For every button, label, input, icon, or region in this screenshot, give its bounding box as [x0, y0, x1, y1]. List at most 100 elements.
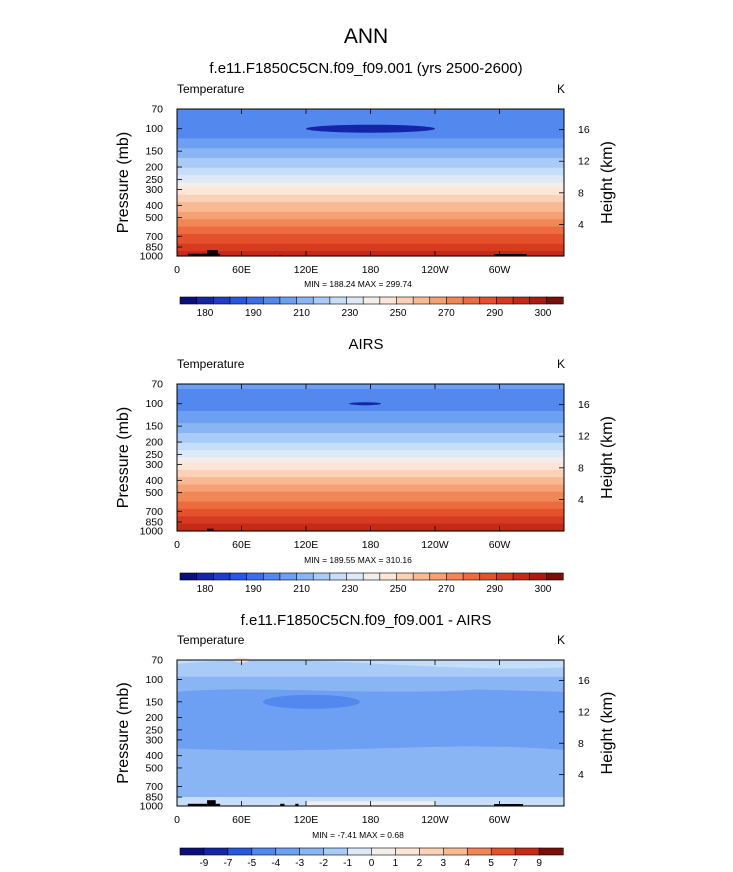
contour-band	[177, 135, 564, 139]
contour-band	[177, 226, 564, 230]
colorbar: 180 190 210 230 250 270 290 300	[179, 296, 564, 319]
contour-band	[177, 202, 564, 206]
y-axis-title: Pressure (mb)	[115, 682, 132, 783]
contour-band	[177, 236, 564, 240]
units-label: K	[557, 82, 565, 96]
contour-band	[177, 467, 564, 471]
y-tick-label: 100	[145, 674, 163, 686]
contour-band	[177, 518, 564, 522]
contour-band	[177, 113, 564, 117]
units-label: K	[557, 357, 565, 371]
contour-band	[177, 499, 564, 503]
contour-band	[177, 445, 564, 449]
right-tick-label: 16	[578, 124, 590, 136]
colorbar-swatch	[446, 572, 464, 581]
y-tick-label: 1000	[140, 801, 164, 813]
contour-band	[177, 224, 564, 228]
colorbar-label: 5	[488, 858, 494, 869]
contour-band	[177, 408, 564, 412]
contour-band	[177, 246, 564, 250]
y-tick-label: 150	[145, 146, 163, 158]
contour-band	[177, 160, 564, 164]
contour-band	[177, 209, 564, 213]
figure-title: ANN	[344, 25, 388, 48]
colorbar-swatch	[362, 296, 381, 305]
colorbar-label: -3	[295, 858, 304, 869]
contour-band	[177, 440, 564, 444]
cold-anomaly	[263, 694, 360, 709]
y-tick-label: 150	[145, 696, 163, 708]
colorbar-swatch	[275, 847, 301, 856]
contour-band	[177, 447, 564, 451]
y-tick-label: 400	[145, 475, 163, 487]
contour-band	[177, 177, 564, 181]
right-tick-label: 12	[578, 156, 590, 168]
colorbar-label: 290	[486, 308, 503, 319]
y-tick-label: 250	[145, 449, 163, 461]
colorbar-swatch	[479, 296, 497, 305]
x-tick-label: 120E	[294, 539, 319, 551]
colorbar-swatch	[329, 296, 348, 305]
contour-band	[177, 420, 564, 424]
colorbar-swatch	[466, 847, 492, 856]
y-tick-label: 200	[145, 162, 163, 174]
cold-core-contour	[349, 402, 382, 406]
x-tick-label: 60E	[232, 539, 251, 551]
x-tick-label: 120W	[421, 539, 449, 551]
right-tick-label: 4	[578, 769, 584, 781]
colorbar-label: 4	[465, 858, 471, 869]
contour-band	[177, 486, 564, 490]
topography	[295, 803, 299, 806]
cold-core-contour	[306, 124, 435, 133]
colorbar-swatch	[246, 572, 264, 581]
colorbar-label: 230	[342, 308, 359, 319]
colorbar-swatch	[196, 572, 214, 581]
topography	[187, 803, 221, 806]
contour-band	[177, 437, 564, 441]
contour-band	[177, 145, 564, 149]
contour-band	[177, 504, 564, 508]
contour-band	[177, 489, 564, 493]
colorbar-label: 270	[438, 584, 455, 595]
panel-title: f.e11.F1850C5CN.f09_f09.001 - AIRS	[241, 612, 492, 629]
y-tick-label: 850	[145, 792, 163, 804]
x-tick-label: 0	[174, 539, 180, 551]
colorbar-label: 300	[535, 584, 552, 595]
x-tick-label: 60E	[232, 814, 251, 826]
colorbar-swatch	[479, 572, 497, 581]
x-tick-label: 60W	[489, 814, 511, 826]
panel-title: f.e11.F1850C5CN.f09_f09.001 (yrs 2500-26…	[209, 60, 522, 77]
contour-band	[177, 140, 564, 144]
right-tick-label: 12	[578, 431, 590, 443]
y-tick-label: 700	[145, 781, 163, 793]
colorbar-label: 9	[536, 858, 542, 869]
y-tick-label: 700	[145, 506, 163, 518]
variable-label: Temperature	[177, 82, 245, 96]
contour-band	[177, 455, 564, 459]
y-tick-label: 250	[145, 724, 163, 736]
contour-band	[177, 182, 564, 186]
right-tick-label: 16	[578, 675, 590, 687]
x-tick-label: 0	[174, 264, 180, 276]
contour-band	[177, 477, 564, 481]
colorbar-label: 300	[535, 308, 552, 319]
contour-band	[177, 155, 564, 159]
contour-band	[177, 175, 564, 179]
contour-field	[177, 384, 564, 532]
stats-label: MIN = 189.55 MAX = 310.16	[304, 555, 412, 565]
colorbar-label: 3	[441, 858, 447, 869]
x-tick-label: 60W	[489, 264, 511, 276]
colorbar-label: 250	[390, 308, 407, 319]
y-tick-label: 500	[145, 487, 163, 499]
colorbar-swatch	[251, 847, 277, 856]
contour-band	[177, 396, 564, 400]
colorbar-label: -2	[319, 858, 328, 869]
contour-band	[177, 501, 564, 505]
y-tick-label: 400	[145, 200, 163, 212]
units-label: K	[557, 633, 565, 647]
x-tick-label: 120E	[294, 814, 319, 826]
colorbar-swatch	[362, 572, 381, 581]
contour-band	[177, 231, 564, 235]
x-tick-label: 60W	[489, 539, 511, 551]
colorbar-swatch	[312, 296, 331, 305]
